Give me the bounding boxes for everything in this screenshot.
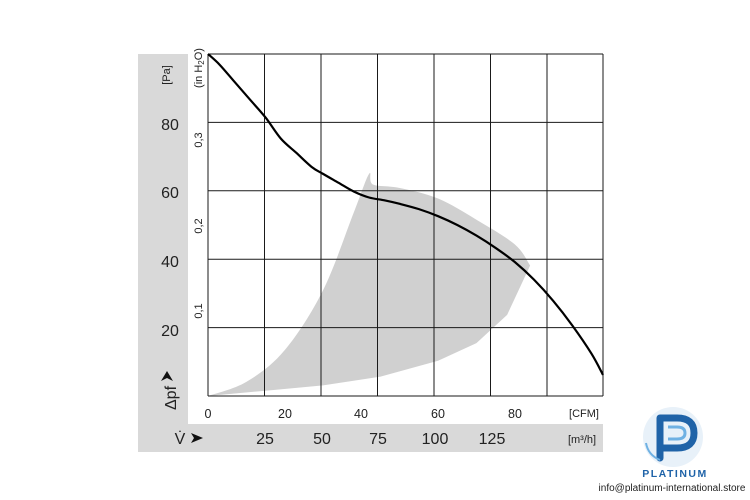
y-tick-pa: 60: [161, 185, 179, 202]
x-tick-m3h: 125: [479, 431, 506, 448]
platinum-logo: [643, 407, 703, 467]
x-tick-m3h: 100: [422, 431, 449, 448]
x-ticks-cfm: 0 20 40 60 80: [205, 407, 522, 421]
y-tick-inh2o: 0,2: [193, 218, 205, 233]
y-arrow-icon: [161, 371, 173, 381]
y-axis-band: [138, 54, 188, 452]
x-tick-cfm: 40: [354, 407, 368, 421]
x-arrow-icon: [191, 433, 203, 443]
contact-email: info@platinum-international.store: [599, 483, 746, 494]
y-ticks-pa: 20 40 60 80: [161, 117, 179, 340]
y-tick-inh2o: 0,1: [193, 303, 205, 318]
y-tick-pa: 80: [161, 117, 179, 134]
x-tick-m3h: 50: [313, 431, 331, 448]
x-tick-cfm: 0: [205, 407, 212, 421]
x-tick-cfm: 20: [278, 407, 292, 421]
y-ticks-inh2o: 0,1 0,2 0,3: [193, 132, 205, 318]
x-tick-m3h: 75: [369, 431, 387, 448]
x-tick-cfm: 60: [431, 407, 445, 421]
y-tick-pa: 40: [161, 254, 179, 271]
x-ticks-m3h: 25 50 75 100 125: [256, 431, 505, 448]
x-unit-m3h: [m³/h]: [568, 434, 596, 446]
y-unit-inh2o: (in H2O): [193, 48, 206, 88]
x-axis-symbol: V̇: [175, 430, 186, 448]
x-unit-cfm: [CFM]: [569, 408, 599, 420]
x-tick-cfm: 80: [508, 407, 522, 421]
brand-name: PLATINUM: [642, 468, 707, 480]
y-unit-pa: [Pa]: [161, 65, 173, 85]
x-axis-band: [138, 424, 603, 452]
operating-region: [208, 172, 531, 396]
chart-grid: [207, 53, 604, 397]
y-axis-symbol: Δpf: [163, 385, 180, 410]
y-tick-inh2o: 0,3: [193, 132, 205, 147]
x-tick-m3h: 25: [256, 431, 274, 448]
y-tick-pa: 20: [161, 323, 179, 340]
fan-curve: [207, 53, 604, 376]
